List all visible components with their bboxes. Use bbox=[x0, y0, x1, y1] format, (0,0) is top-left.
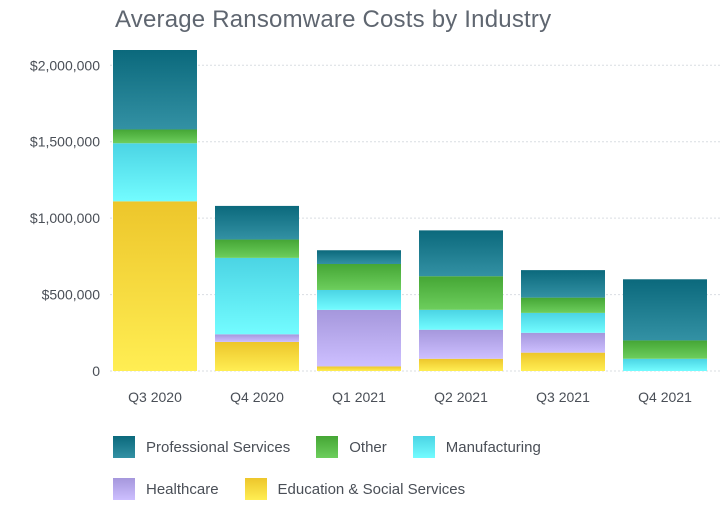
legend-item-healthcare[interactable]: Healthcare bbox=[113, 478, 219, 500]
legend-item-education-and-social-services[interactable]: Education & Social Services bbox=[244, 478, 466, 500]
y-tick-label: $2,000,000 bbox=[30, 57, 100, 73]
bar-segment-manufacturing bbox=[623, 358, 707, 371]
bar-stack-q3-2021 bbox=[521, 270, 605, 371]
chart-title: Average Ransomware Costs by Industry bbox=[115, 6, 552, 33]
bar-segment-education-and-social-services bbox=[215, 341, 299, 371]
x-tick-label: Q4 2021 bbox=[638, 389, 692, 405]
x-tick-label: Q4 2020 bbox=[230, 389, 284, 405]
gridlines bbox=[110, 64, 722, 372]
legend-swatch bbox=[113, 436, 135, 458]
bar-segment-other bbox=[215, 239, 299, 258]
legend-label: Education & Social Services bbox=[277, 480, 466, 498]
x-tick-label: Q2 2021 bbox=[434, 389, 488, 405]
bar-stack-q4-2020 bbox=[215, 205, 299, 371]
bar-segment-professional-services bbox=[215, 205, 299, 240]
bar-segment-professional-services bbox=[521, 270, 605, 298]
legend-label: Other bbox=[349, 438, 387, 456]
y-tick-label: 0 bbox=[92, 363, 100, 379]
bar-segment-other bbox=[317, 264, 401, 290]
bar-segment-other bbox=[419, 276, 503, 310]
x-tick-label: Q1 2021 bbox=[332, 389, 386, 405]
legend-label: Professional Services bbox=[146, 438, 291, 456]
stacked-bar-chart: 0$500,000$1,000,000$1,500,000$2,000,000 … bbox=[30, 50, 722, 405]
bars bbox=[113, 50, 707, 371]
bar-segment-manufacturing bbox=[317, 289, 401, 310]
legend-item-other[interactable]: Other bbox=[316, 436, 387, 458]
bar-stack-q1-2021 bbox=[317, 250, 401, 371]
bar-segment-education-and-social-services bbox=[317, 366, 401, 371]
legend-row: Healthcare Education & Social Services bbox=[113, 474, 713, 504]
legend-swatch bbox=[316, 436, 339, 458]
y-axis-tick-labels: 0 $500,000 $1,000,000 $1,500,000 $2,000,000 bbox=[30, 57, 100, 379]
chart-legend: Professional Services Other Manufacturing H… bbox=[113, 432, 713, 510]
legend-label: Healthcare bbox=[146, 480, 219, 498]
x-axis-tick-labels: Q3 2020 Q4 2020 Q1 2021 Q2 2021 Q3 2021 Q4 20… bbox=[128, 389, 692, 405]
bar-stack-q3-2020 bbox=[113, 50, 197, 371]
bar-segment-healthcare bbox=[521, 332, 605, 353]
bar-segment-healthcare bbox=[215, 334, 299, 342]
bar-segment-professional-services bbox=[113, 50, 197, 130]
legend-swatch bbox=[412, 436, 435, 458]
bar-segment-manufacturing bbox=[521, 312, 605, 333]
bar-segment-other bbox=[623, 340, 707, 359]
bar-stack-q2-2021 bbox=[419, 230, 503, 371]
bar-segment-professional-services bbox=[419, 230, 503, 277]
bar-segment-professional-services bbox=[623, 279, 707, 341]
legend-swatch bbox=[244, 478, 267, 500]
legend-label: Manufacturing bbox=[445, 438, 541, 456]
bar-segment-other bbox=[113, 129, 197, 144]
bar-segment-professional-services bbox=[317, 250, 401, 264]
legend-swatch bbox=[113, 478, 135, 500]
x-tick-label: Q3 2021 bbox=[536, 389, 590, 405]
bar-segment-manufacturing bbox=[215, 257, 299, 335]
bar-segment-education-and-social-services bbox=[113, 201, 197, 371]
legend-item-manufacturing[interactable]: Manufacturing bbox=[412, 436, 541, 458]
bar-segment-manufacturing bbox=[419, 309, 503, 330]
bar-segment-healthcare bbox=[317, 309, 401, 367]
y-tick-label: $1,000,000 bbox=[30, 210, 100, 226]
y-tick-label: $1,500,000 bbox=[30, 134, 100, 150]
bar-segment-healthcare bbox=[419, 329, 503, 359]
bar-segment-manufacturing bbox=[113, 143, 197, 202]
x-tick-label: Q3 2020 bbox=[128, 389, 182, 405]
bar-segment-education-and-social-services bbox=[419, 358, 503, 371]
legend-item-professional-services[interactable]: Professional Services bbox=[113, 436, 290, 458]
bar-segment-other bbox=[521, 297, 605, 313]
y-tick-label: $500,000 bbox=[42, 287, 101, 303]
bar-stack-q4-2021 bbox=[623, 279, 707, 371]
bar-segment-education-and-social-services bbox=[521, 352, 605, 371]
legend-row: Professional Services Other Manufacturing bbox=[113, 432, 713, 462]
